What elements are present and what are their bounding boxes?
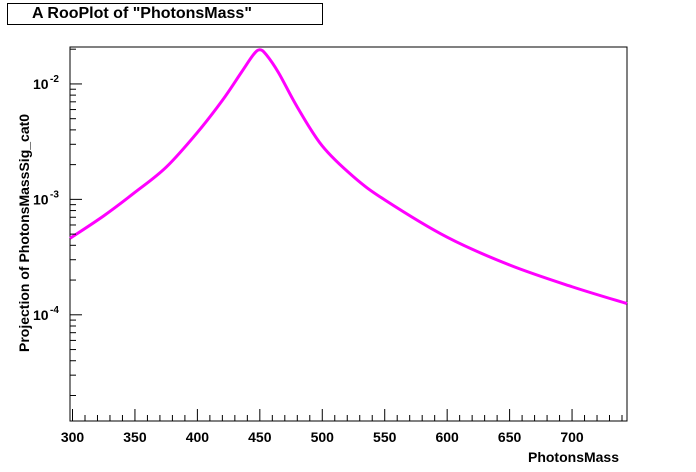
y-axis: 10-210-310-4: [33, 48, 82, 396]
x-axis: 300 350 400 450 500 550 600 650 700: [61, 409, 623, 445]
y-tick-label: 10 -2: [33, 74, 59, 92]
x-tick-label: 500: [311, 429, 335, 445]
x-tick-label: 300: [61, 429, 85, 445]
y-tick-base: 10: [33, 307, 49, 323]
x-tick-label: 400: [186, 429, 210, 445]
plot-area-border: [69, 46, 628, 422]
plot-frame: [69, 46, 628, 422]
y-tick-exponent: -4: [50, 305, 59, 316]
series-line: [69, 48, 628, 306]
y-axis-label: Projection of PhotonsMassSig_cat0: [16, 114, 32, 352]
curve-layer: [69, 48, 628, 306]
chart-title: A RooPlot of "PhotonsMass": [7, 3, 323, 25]
y-tick-label: 10 -4: [33, 305, 59, 323]
y-tick-label: 10 -3: [33, 189, 59, 207]
x-tick-label: 600: [435, 429, 459, 445]
x-tick-label: 350: [123, 429, 147, 445]
x-tick-label: 650: [498, 429, 522, 445]
y-tick-exponent: -2: [50, 74, 59, 85]
x-axis-label: PhotonsMass: [528, 449, 619, 465]
y-tick-base: 10: [33, 76, 49, 92]
y-tick-base: 10: [33, 191, 49, 207]
x-tick-label: 700: [560, 429, 584, 445]
x-tick-label: 450: [248, 429, 272, 445]
y-tick-exponent: -3: [50, 189, 59, 200]
x-tick-label: 550: [373, 429, 397, 445]
